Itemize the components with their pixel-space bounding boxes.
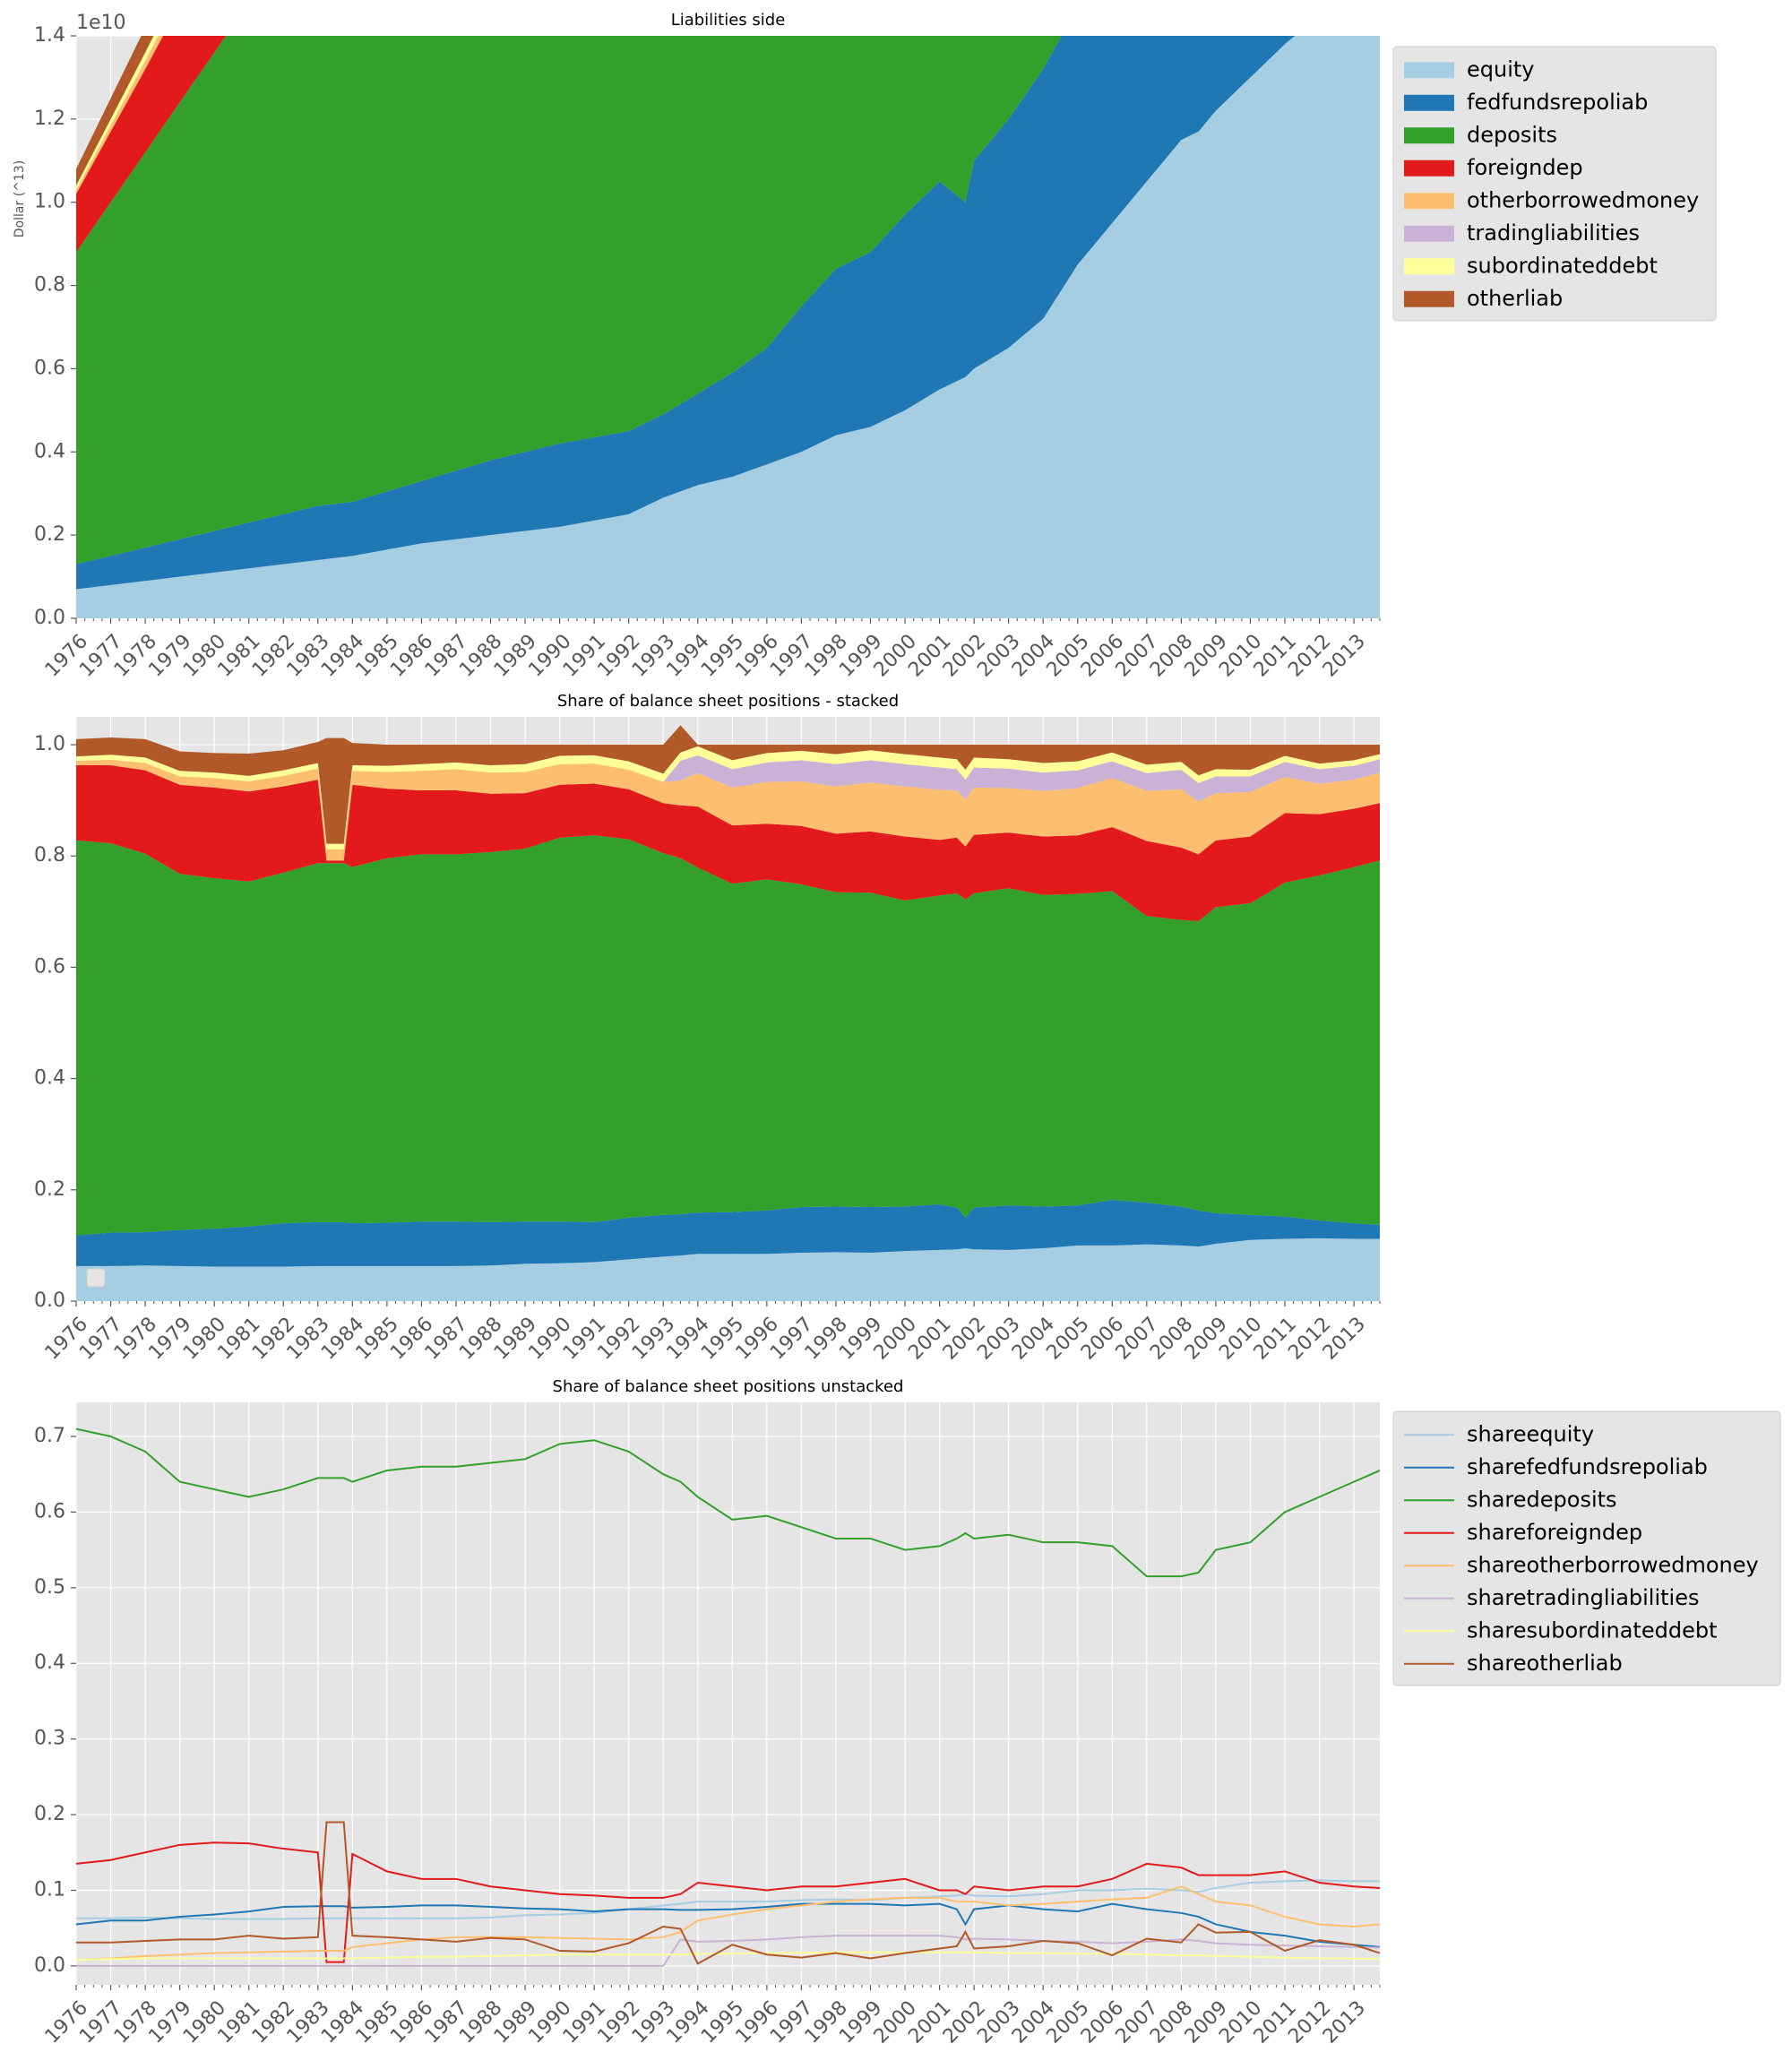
- legend-swatch-otherborrowedmoney: [1404, 193, 1454, 210]
- legend-swatch-equity: [1404, 62, 1454, 79]
- plot-area: [76, 1427, 1380, 1967]
- y-tick-label: 0.1: [34, 1878, 65, 1901]
- y-tick-label: 1.4: [34, 24, 65, 47]
- area-series-subordinateddebt: [76, 36, 159, 190]
- y-tick-label: 0.0: [34, 1954, 65, 1977]
- x-axis: 1976197719781979198019811982198319841985…: [41, 1301, 1381, 1365]
- area-series-foreigndep: [76, 765, 1380, 921]
- y-tick-label: 0.0: [34, 1289, 65, 1312]
- legend-label: sharetradingliabilities: [1467, 1585, 1700, 1610]
- legend-swatch-deposits: [1404, 127, 1454, 144]
- legend: equity fedfundsrepoliab deposits foreigndep…: [1392, 46, 1717, 322]
- y-tick-label: 0.4: [34, 440, 65, 462]
- chart-title: Liabilities side: [671, 11, 786, 30]
- y-tick-label: 1.0: [34, 191, 65, 213]
- x-axis: 1976197719781979198019811982198319841985…: [41, 618, 1381, 682]
- legend-label: shareotherborrowedmoney: [1467, 1552, 1759, 1577]
- area-series-deposits: [76, 835, 1380, 1236]
- legend-label: equity: [1467, 56, 1535, 82]
- y-tick-label: 1.2: [34, 108, 65, 130]
- y-tick-label: 0.4: [34, 1067, 65, 1090]
- y-tick-label: 0.6: [34, 955, 65, 978]
- y-tick-label: 0.7: [34, 1425, 65, 1447]
- plot-area: [76, 36, 1380, 618]
- area-series-otherborrowedmoney: [76, 759, 1380, 861]
- legend-label: sharedeposits: [1467, 1487, 1617, 1512]
- chart-panel-2: 1976197719781979198019811982198319841985…: [34, 692, 1381, 1365]
- y-tick-label: 0.6: [34, 357, 65, 379]
- legend-label: shareforeigndep: [1467, 1520, 1642, 1545]
- x-axis: 1976197719781979198019811982198319841985…: [41, 1985, 1381, 2048]
- legend-box: [1392, 46, 1717, 322]
- area-series-equity: [76, 1237, 1380, 1301]
- legend-label: fedfundsrepoliab: [1467, 90, 1648, 115]
- y-tick-label: 0.8: [34, 274, 65, 297]
- area-series-equity: [76, 36, 1380, 618]
- legend-label: sharefedfundsrepoliab: [1467, 1454, 1708, 1479]
- plot-area: [76, 725, 1380, 1301]
- y-tick-label: 0.2: [34, 523, 65, 546]
- chart-panel-3: 1976197719781979198019811982198319841985…: [34, 1377, 1781, 2048]
- line-series-shareforeigndep: [76, 1841, 1380, 1963]
- line-series-shareotherborrowedmoney: [76, 1885, 1380, 1962]
- legend-label: otherborrowedmoney: [1467, 187, 1699, 212]
- legend-swatch-tradingliabilities: [1404, 225, 1454, 242]
- y-tick-label: 0.2: [34, 1178, 65, 1201]
- area-series-otherborrowedmoney: [76, 36, 163, 194]
- y-axis: 0.0 0.2 0.4 0.6 0.8 1.0: [34, 733, 76, 1312]
- legend-label: sharesubordinateddebt: [1467, 1617, 1717, 1643]
- legend-label: tradingliabilities: [1467, 220, 1640, 246]
- legend-label: deposits: [1467, 122, 1557, 147]
- legend-swatch-foreigndep: [1404, 160, 1454, 177]
- legend-swatch-otherliab: [1404, 290, 1454, 307]
- y-tick-label: 0.6: [34, 1500, 65, 1522]
- legend-label: shareequity: [1467, 1421, 1594, 1446]
- legend-label: shareotherliab: [1467, 1651, 1623, 1676]
- chart-panel-1: 1976197719781979198019811982198319841985…: [13, 11, 1717, 682]
- y-tick-label: 0.2: [34, 1803, 65, 1825]
- legend-box: [1392, 1410, 1781, 1686]
- area-series-fedfundsrepoliab: [76, 1199, 1380, 1267]
- line-series-shareotherliab: [76, 1821, 1380, 1965]
- y-offset-label: 1e10: [76, 12, 126, 34]
- legend: shareequity sharefedfundsrepoliab sharedep…: [1392, 1410, 1781, 1686]
- legend-label: otherliab: [1467, 286, 1563, 311]
- line-series-sharedeposits: [76, 1427, 1380, 1578]
- legend-swatch-fedfundsrepoliab: [1404, 94, 1454, 111]
- y-tick-label: 0.3: [34, 1728, 65, 1750]
- area-series-otherliab: [76, 36, 154, 186]
- y-axis: 0.0 0.2 0.4 0.6 0.8 1.0 1.2 1.4: [34, 24, 76, 629]
- area-series-fedfundsrepoliab: [76, 36, 1296, 590]
- area-series-foreigndep: [76, 36, 227, 253]
- y-tick-label: 0.5: [34, 1576, 65, 1599]
- y-axis: 0.0 0.1 0.2 0.3 0.4 0.5 0.6 0.7: [34, 1425, 76, 1977]
- chart-title: Share of balance sheet positions unstack…: [553, 1377, 904, 1396]
- legend-label: subordinateddebt: [1467, 253, 1658, 278]
- area-series-deposits: [76, 36, 1062, 565]
- empty-legend-box: [86, 1268, 106, 1288]
- area-series-subordinateddebt: [76, 746, 1380, 849]
- area-series-otherliab: [76, 725, 1380, 844]
- plot-background: [76, 1402, 1380, 1985]
- legend-label: foreigndep: [1467, 155, 1583, 180]
- y-tick-label: 1.0: [34, 733, 65, 755]
- y-tick-label: 0.4: [34, 1651, 65, 1674]
- chart-title: Share of balance sheet positions - stack…: [557, 692, 899, 711]
- y-tick-label: 0.0: [34, 607, 65, 629]
- area-series-tradingliabilities: [76, 755, 1380, 849]
- legend-swatch-subordinateddebt: [1404, 258, 1454, 275]
- y-axis-label: Dollar (^13): [13, 160, 27, 237]
- y-tick-label: 0.8: [34, 844, 65, 867]
